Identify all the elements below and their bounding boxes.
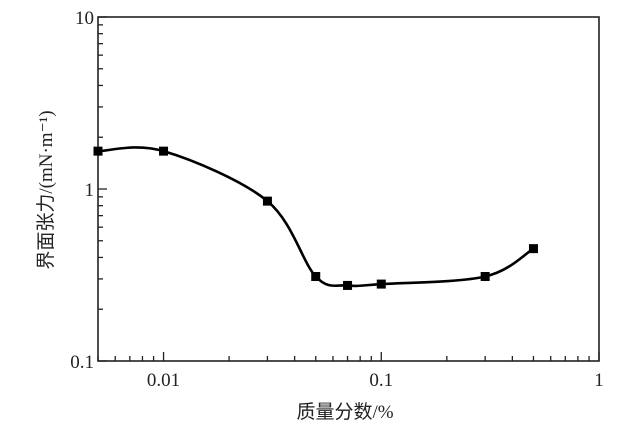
y-tick-label: 0.1 [70,352,94,373]
data-point-marker [376,279,386,289]
y-tick-label: 1 [85,180,95,201]
plot-frame [97,16,600,362]
tick-labels: 0.01 0.1 1 0.1 1 10 [70,8,604,391]
x-tick-label: 0.1 [369,370,393,391]
data-point-marker [528,244,538,254]
data-point-marker [480,271,490,281]
x-axis-label: 质量分数/% [296,401,393,423]
ticks [97,16,600,362]
data-point-marker [262,196,272,206]
data-point-marker [159,146,169,156]
markers [93,146,538,290]
data-point-marker [311,271,321,281]
y-axis-label: 界面张力/(mN·m⁻¹) [35,110,57,269]
x-tick-label: 0.01 [147,370,180,391]
y-tick-label: 10 [75,8,94,29]
x-tick-label: 1 [594,370,604,391]
data-point-marker [93,146,103,156]
series-line [97,146,535,288]
data-point-marker [343,280,353,290]
axes [97,16,600,362]
